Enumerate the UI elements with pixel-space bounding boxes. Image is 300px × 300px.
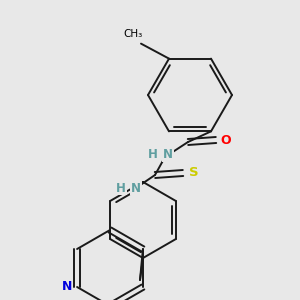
Text: H: H <box>148 148 158 161</box>
Text: N: N <box>62 280 72 293</box>
Text: CH₃: CH₃ <box>123 28 142 39</box>
Text: O: O <box>221 134 231 146</box>
Text: H: H <box>116 182 126 194</box>
Text: N: N <box>163 148 173 161</box>
Text: S: S <box>189 167 199 179</box>
Text: N: N <box>131 182 141 194</box>
